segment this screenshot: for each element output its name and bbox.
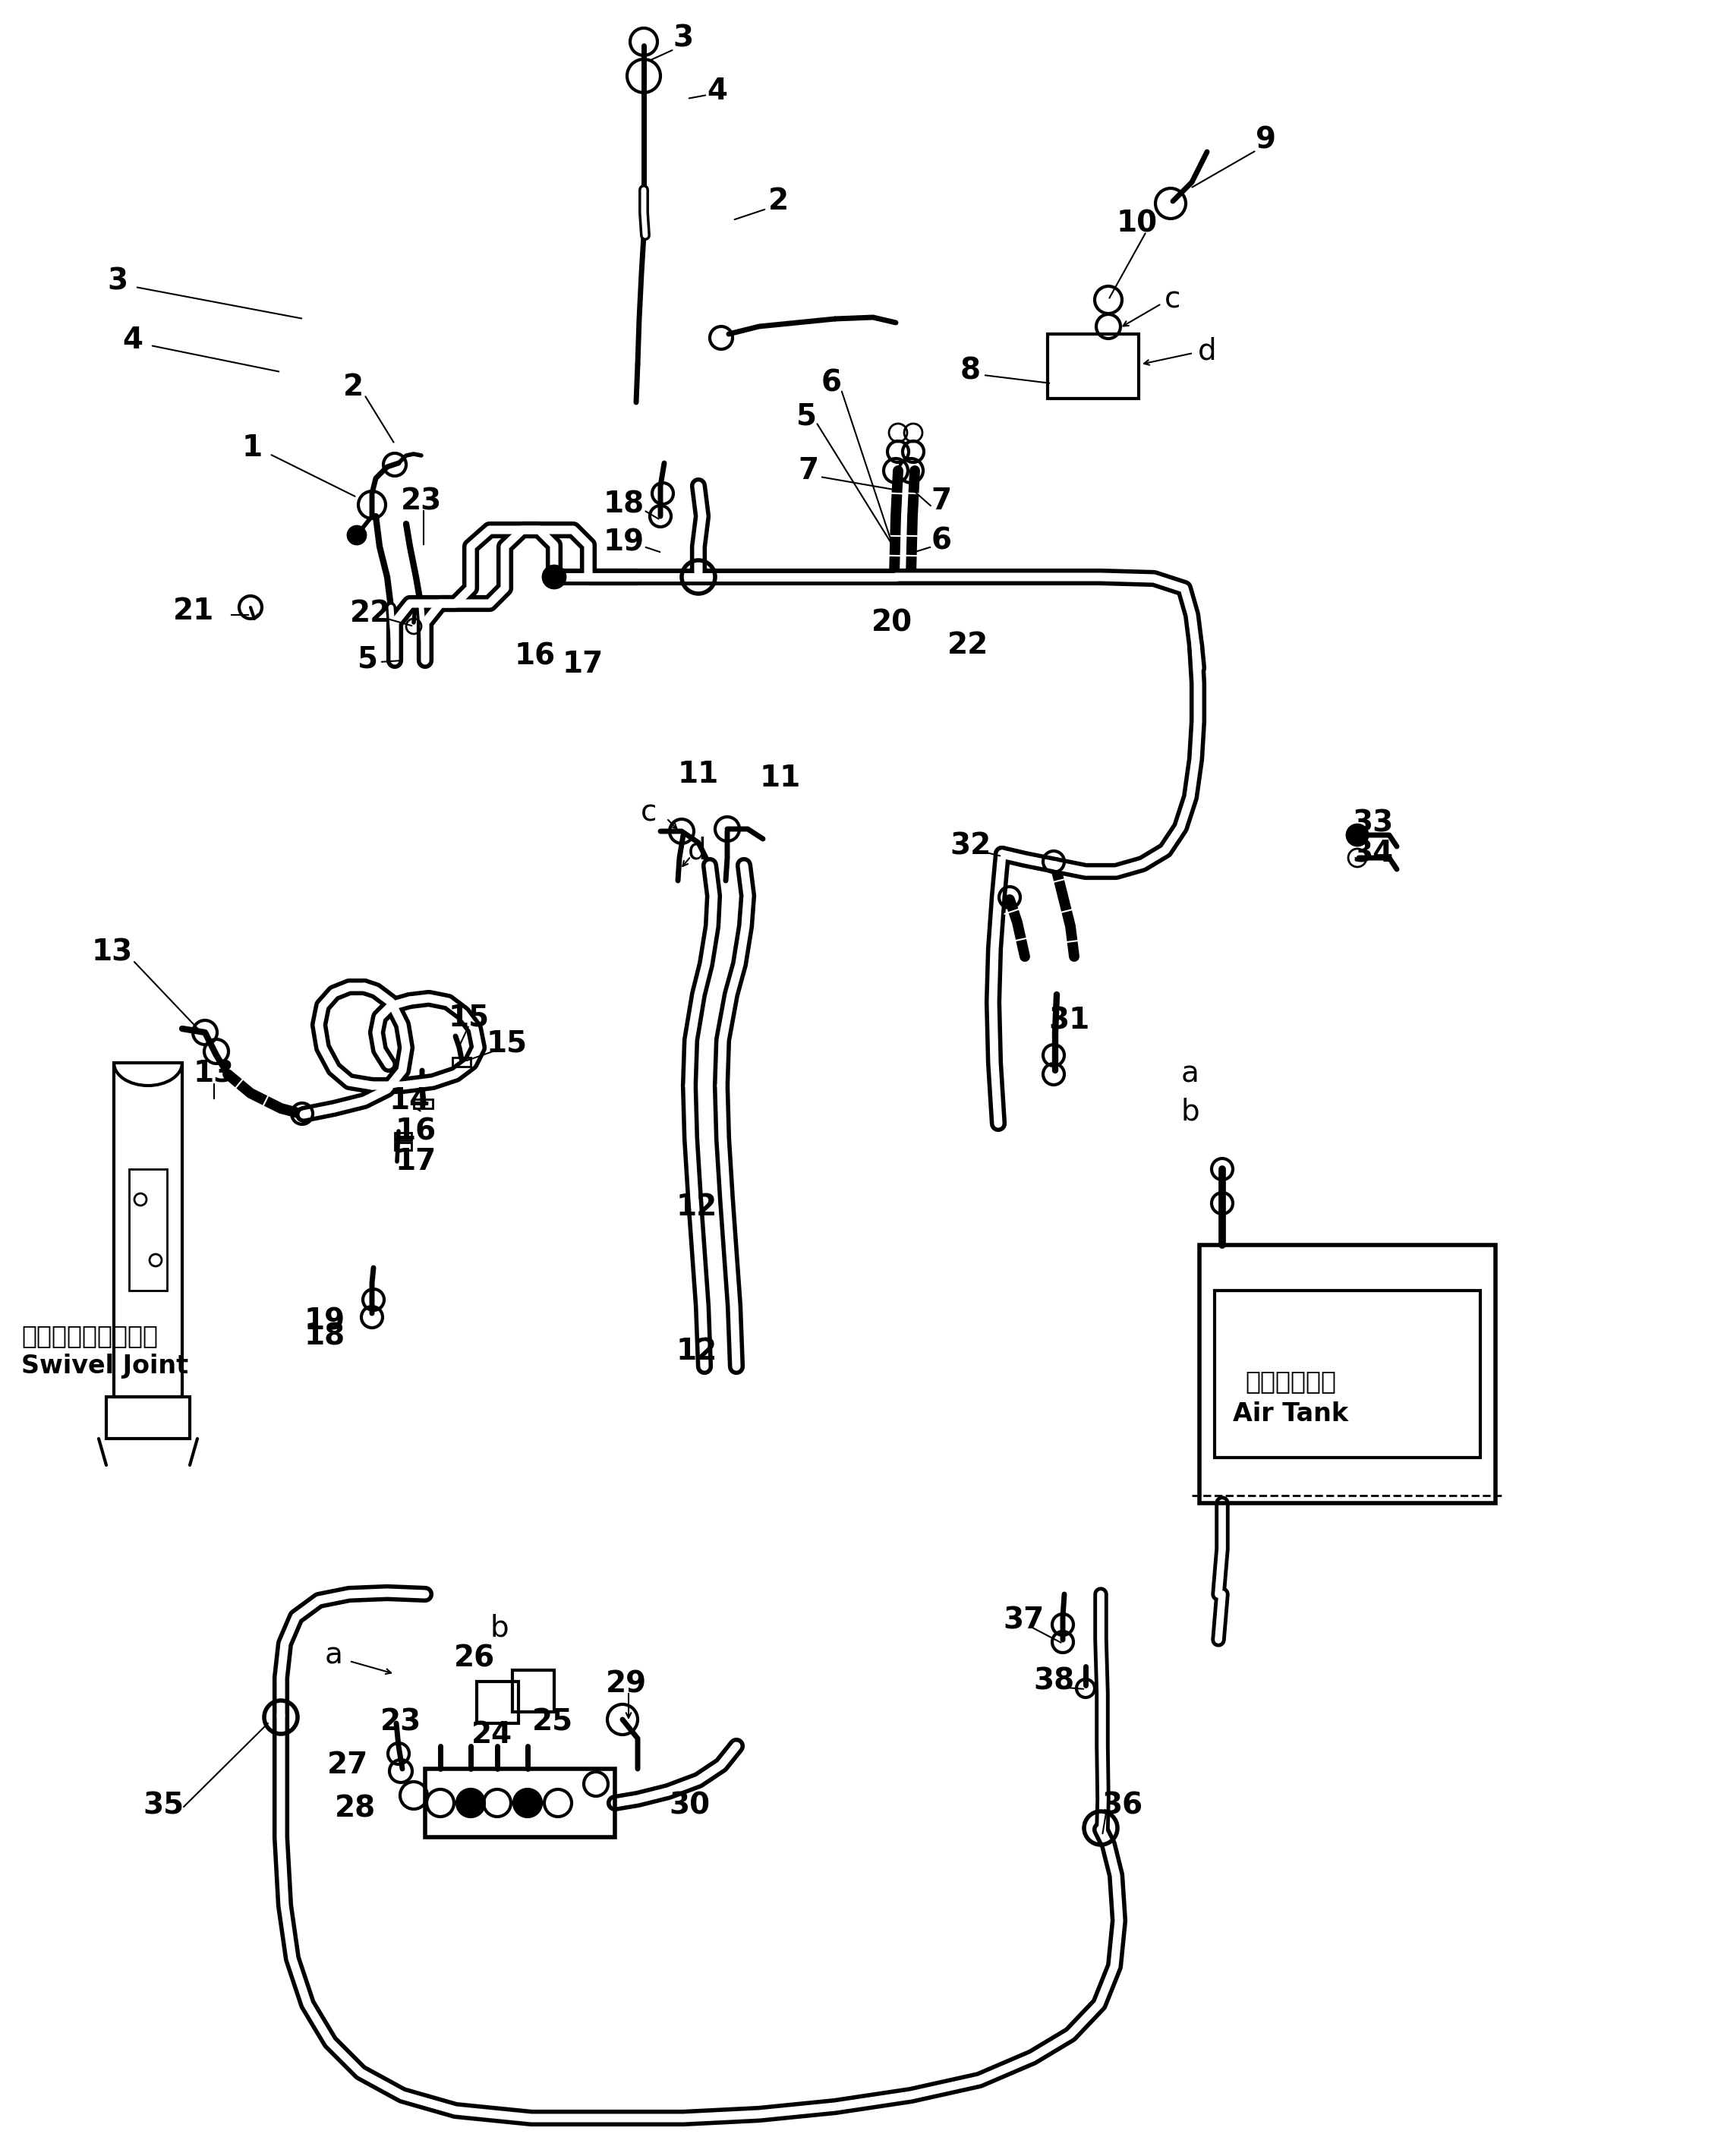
Circle shape	[514, 1789, 541, 1818]
Text: 14: 14	[390, 1087, 431, 1115]
Text: 23: 23	[400, 487, 441, 515]
Text: 26: 26	[453, 1645, 495, 1673]
Text: 11: 11	[760, 763, 802, 793]
Text: 22: 22	[350, 599, 391, 627]
Text: 6: 6	[821, 369, 841, 399]
Text: 2: 2	[767, 188, 788, 216]
Text: 17: 17	[562, 649, 603, 679]
Text: 13: 13	[193, 1061, 234, 1089]
Text: b: b	[1181, 1097, 1200, 1128]
Bar	[395, 1143, 412, 1149]
Text: 8: 8	[960, 356, 981, 386]
Text: 10: 10	[1117, 209, 1159, 239]
Text: c: c	[641, 798, 657, 826]
Bar	[1215, 1291, 1481, 1457]
Text: c: c	[1165, 285, 1181, 315]
Text: 9: 9	[1257, 125, 1276, 155]
Text: 18: 18	[305, 1322, 345, 1350]
Bar	[129, 1169, 167, 1291]
Bar	[426, 1768, 615, 1837]
Text: b: b	[490, 1615, 509, 1643]
Text: 16: 16	[395, 1117, 436, 1145]
Text: 15: 15	[486, 1028, 528, 1059]
Text: 4: 4	[122, 326, 143, 354]
Text: 24: 24	[471, 1720, 512, 1749]
Bar	[114, 1063, 183, 1397]
Text: 15: 15	[448, 1003, 490, 1033]
Bar	[1200, 1244, 1495, 1503]
Text: エアータンク: エアータンク	[1245, 1369, 1336, 1395]
Text: 7: 7	[931, 487, 952, 515]
Text: 19: 19	[603, 528, 645, 556]
Text: 32: 32	[950, 832, 991, 860]
Text: 20: 20	[871, 608, 912, 636]
Text: 5: 5	[359, 645, 379, 673]
Text: d: d	[688, 837, 707, 865]
Text: 5: 5	[796, 401, 817, 431]
Circle shape	[457, 1789, 484, 1818]
Text: 34: 34	[1352, 839, 1393, 869]
Text: 33: 33	[1352, 808, 1393, 839]
Text: 6: 6	[931, 526, 952, 554]
Text: 1: 1	[241, 433, 262, 461]
Circle shape	[543, 565, 565, 589]
Text: 11: 11	[678, 759, 719, 789]
Text: 17: 17	[395, 1147, 436, 1175]
Circle shape	[348, 526, 365, 543]
Text: Air Tank: Air Tank	[1233, 1401, 1348, 1425]
Bar	[414, 1100, 433, 1108]
Text: 7: 7	[798, 457, 819, 485]
Text: 21: 21	[172, 597, 214, 625]
Text: 3: 3	[672, 24, 693, 52]
Text: 18: 18	[603, 489, 645, 520]
Bar	[478, 1682, 519, 1723]
Text: 38: 38	[1033, 1667, 1074, 1697]
Text: 23: 23	[381, 1708, 421, 1736]
Text: Swivel Joint: Swivel Joint	[21, 1354, 188, 1380]
Text: 4: 4	[707, 78, 728, 106]
Text: 29: 29	[605, 1669, 646, 1699]
Bar	[107, 1397, 190, 1438]
Text: a: a	[324, 1641, 343, 1669]
Text: 3: 3	[107, 267, 128, 295]
Text: 37: 37	[1003, 1606, 1045, 1634]
Text: 35: 35	[143, 1792, 184, 1820]
Text: 12: 12	[676, 1337, 717, 1365]
Text: スイベルジョイント: スイベルジョイント	[21, 1324, 159, 1350]
Text: 25: 25	[533, 1708, 572, 1736]
Bar	[1048, 334, 1140, 399]
Text: 22: 22	[946, 632, 988, 660]
Bar	[395, 1132, 412, 1141]
Text: 31: 31	[1048, 1007, 1090, 1035]
Text: 16: 16	[515, 642, 555, 671]
Text: 27: 27	[328, 1751, 369, 1779]
Bar	[452, 1056, 471, 1067]
Text: 2: 2	[343, 373, 364, 401]
Text: 36: 36	[1102, 1792, 1143, 1820]
Text: a: a	[1181, 1061, 1200, 1089]
Bar	[512, 1671, 553, 1712]
Circle shape	[1346, 824, 1367, 845]
Text: d: d	[1198, 336, 1217, 364]
Text: 12: 12	[676, 1192, 717, 1222]
Text: 13: 13	[91, 938, 133, 968]
Text: 28: 28	[334, 1794, 376, 1822]
Text: 30: 30	[669, 1792, 710, 1820]
Text: 19: 19	[305, 1307, 345, 1335]
